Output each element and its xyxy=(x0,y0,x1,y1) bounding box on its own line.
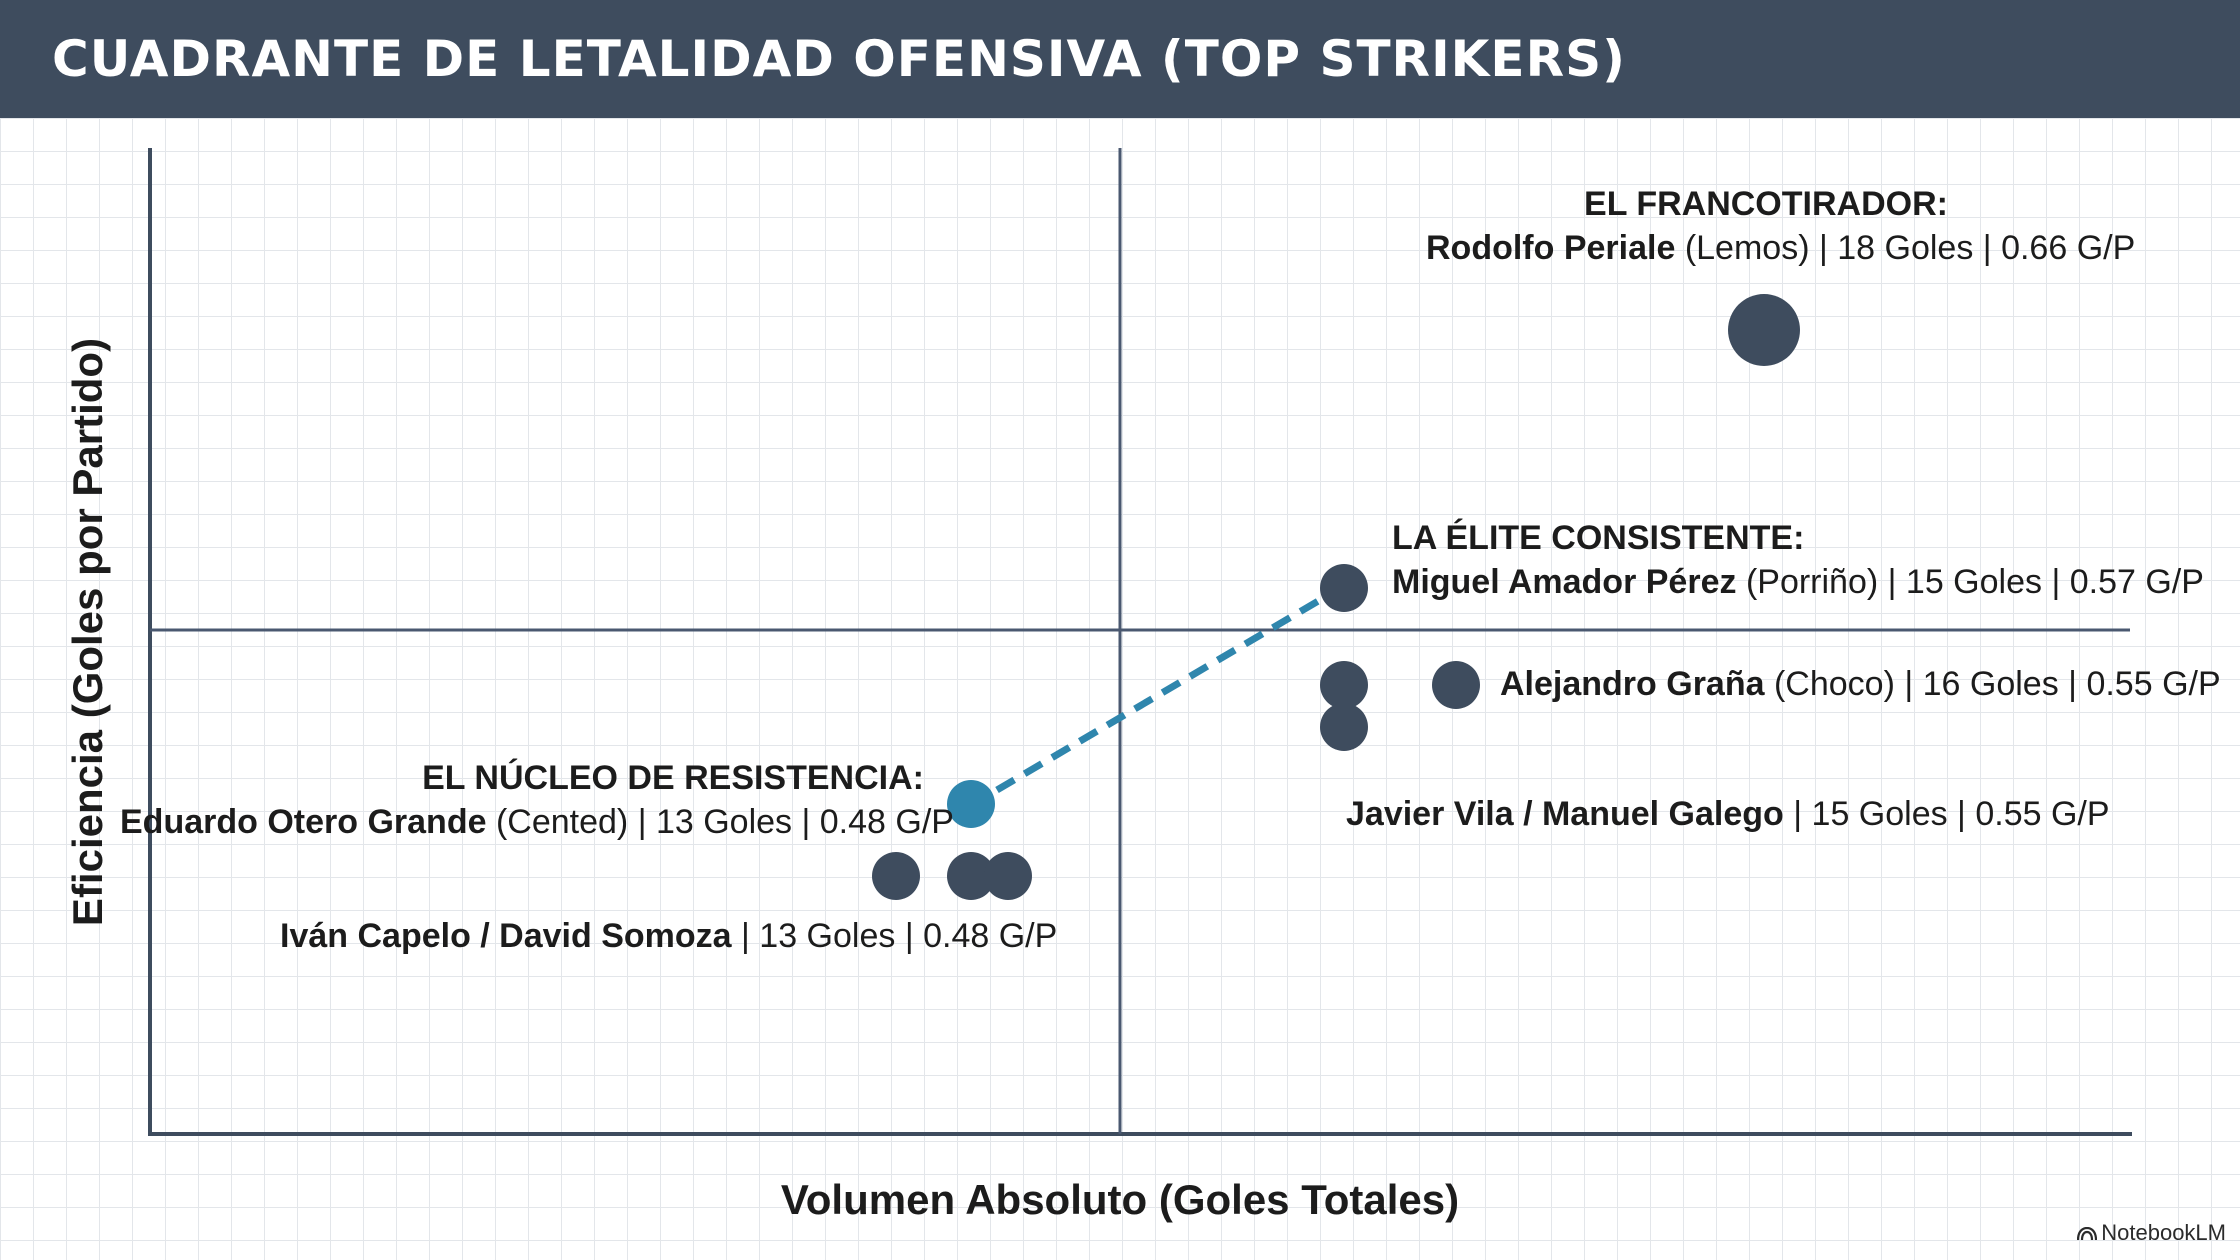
annotation-francotirador: EL FRANCOTIRADOR: Rodolfo Periale (Lemos… xyxy=(1426,182,2135,270)
annotation-stats: | 13 Goles | 0.48 G/P xyxy=(741,917,1058,955)
annotation-elite: LA ÉLITE CONSISTENTE: Miguel Amador Pére… xyxy=(1392,516,2204,604)
annotation-heading: LA ÉLITE CONSISTENTE: xyxy=(1392,519,1805,557)
annotation-nucleo: EL NÚCLEO DE RESISTENCIA: Eduardo Otero … xyxy=(120,756,954,844)
data-point-rodolfo-periale xyxy=(1728,294,1800,366)
data-point-eduardo-otero-grande xyxy=(947,780,995,828)
data-point-david-somoza xyxy=(947,852,995,900)
annotation-club: (Lemos) xyxy=(1684,229,1810,267)
data-point-alejandro-grana xyxy=(1432,661,1480,709)
annotation-player-name: Javier Vila / Manuel Galego xyxy=(1346,795,1784,833)
data-point-javier-vila xyxy=(1320,661,1368,709)
header-bar: CUADRANTE DE LETALIDAD OFENSIVA (TOP STR… xyxy=(0,0,2240,118)
annotation-stats: | 15 Goles | 0.55 G/P xyxy=(1793,795,2110,833)
annotation-grana: Alejandro Graña (Choco) | 16 Goles | 0.5… xyxy=(1500,662,2221,706)
watermark-label: NotebookLM xyxy=(2101,1220,2226,1245)
x-axis-label: Volumen Absoluto (Goles Totales) xyxy=(780,1176,1460,1223)
annotation-club: (Choco) xyxy=(1773,665,1895,703)
data-point-cluster-overlap xyxy=(984,852,1032,900)
page-title: CUADRANTE DE LETALIDAD OFENSIVA (TOP STR… xyxy=(52,30,1626,88)
annotation-stats: | 16 Goles | 0.55 G/P xyxy=(1904,665,2221,703)
data-point-miguel-amador-perez xyxy=(1320,564,1368,612)
annotation-player-name: Alejandro Graña xyxy=(1500,665,1765,703)
annotation-player-name: Rodolfo Periale xyxy=(1426,229,1676,267)
notebooklm-logo-icon xyxy=(2077,1227,2098,1241)
annotation-stats: | 18 Goles | 0.66 G/P xyxy=(1818,229,2136,267)
data-point-ivan-capelo xyxy=(872,852,920,900)
annotation-vila-galego: Javier Vila / Manuel Galego | 15 Goles |… xyxy=(1346,792,2110,836)
annotation-heading: EL NÚCLEO DE RESISTENCIA: xyxy=(422,759,924,797)
data-point-manuel-galego xyxy=(1320,703,1368,751)
annotation-stats: | 15 Goles | 0.57 G/P xyxy=(1887,563,2204,601)
annotation-club: (Cented) xyxy=(495,803,629,841)
y-axis-label: Eficiencia (Goles por Partido) xyxy=(64,337,111,927)
watermark: NotebookLM xyxy=(2077,1220,2226,1246)
annotation-player-name: Eduardo Otero Grande xyxy=(120,803,487,841)
annotation-club: (Porriño) xyxy=(1745,563,1879,601)
annotation-player-name: Iván Capelo / David Somoza xyxy=(280,917,732,955)
annotation-heading: EL FRANCOTIRADOR: xyxy=(1584,185,1948,223)
annotation-stats: | 13 Goles | 0.48 G/P xyxy=(637,803,954,841)
annotation-capelo-somoza: Iván Capelo / David Somoza | 13 Goles | … xyxy=(280,914,1057,958)
annotation-player-name: Miguel Amador Pérez xyxy=(1392,563,1737,601)
